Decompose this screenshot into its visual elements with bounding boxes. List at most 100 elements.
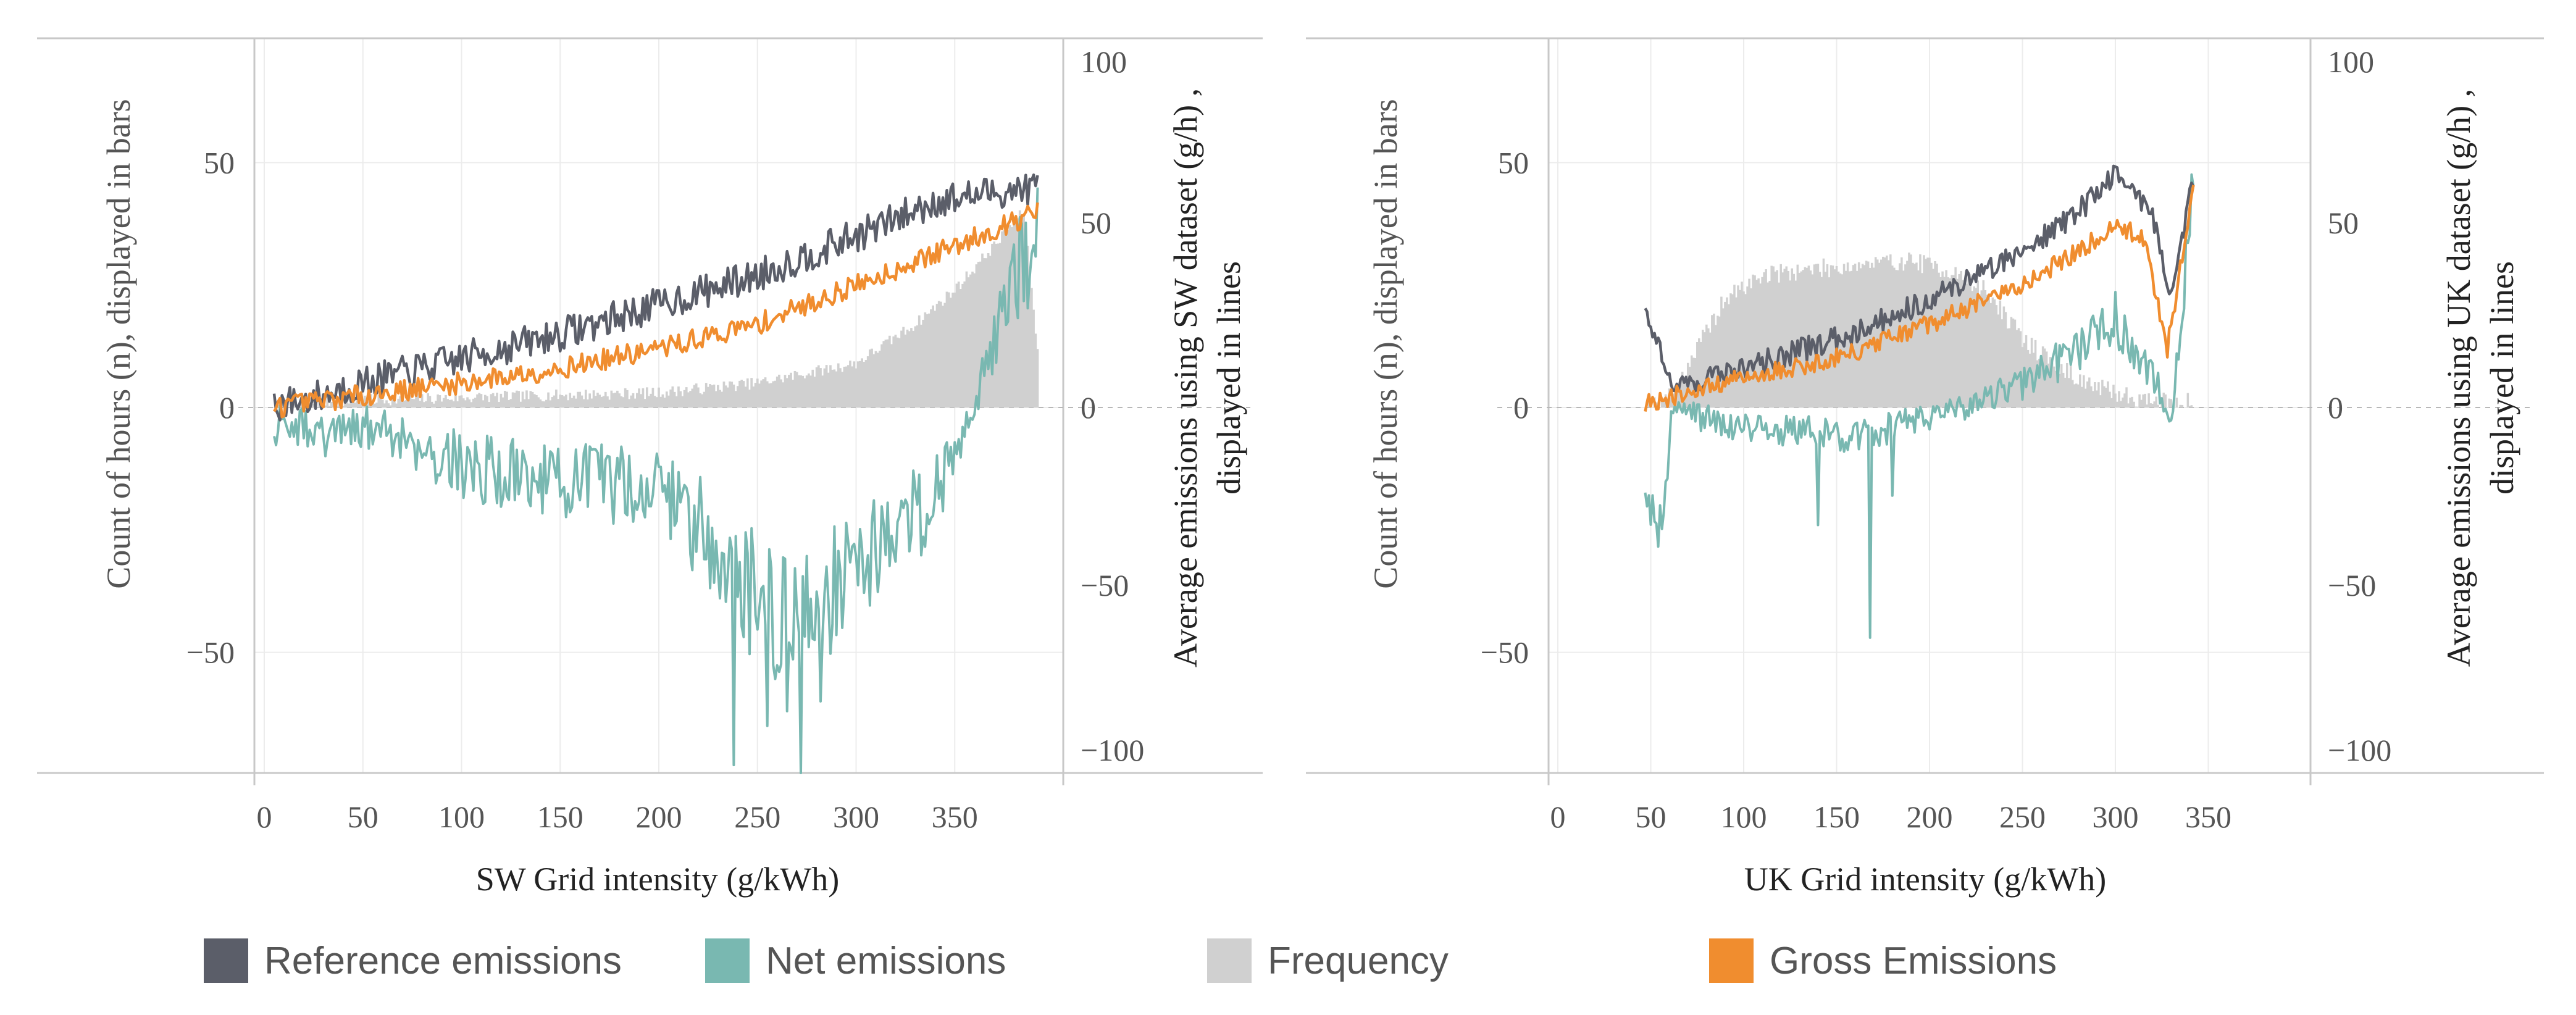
frequency-bar [942, 306, 944, 407]
legend-item-gross[interactable]: Gross Emissions [1709, 938, 2057, 983]
frequency-bar [547, 392, 550, 407]
frequency-bar [1750, 288, 1752, 407]
frequency-bar [1752, 274, 1754, 407]
frequency-bar [2049, 357, 2052, 407]
x-tick-label: 150 [537, 800, 583, 834]
frequency-bar [847, 365, 850, 407]
frequency-bar [1728, 304, 1730, 407]
frequency-bar [809, 375, 812, 407]
right-y-tick-label: −50 [1081, 568, 1129, 603]
frequency-bar [2149, 403, 2152, 407]
frequency-bar [1960, 270, 1962, 407]
frequency-bar [1748, 278, 1750, 407]
frequency-bar [2105, 387, 2107, 407]
frequency-bar [555, 389, 558, 407]
frequency-bar [1988, 296, 1991, 407]
frequency-bar [1965, 283, 1968, 407]
frequency-bar [1919, 254, 1922, 407]
frequency-bar [450, 399, 453, 407]
legend-item-net[interactable]: Net emissions [705, 938, 1006, 983]
frequency-bar [460, 395, 463, 407]
frequency-bar [736, 386, 739, 407]
left-y-tick-label: −50 [186, 635, 235, 670]
frequency-bar [790, 372, 792, 407]
right-y-axis-title-line1: Average emissions using SW dataset (g/h)… [1167, 88, 1204, 667]
frequency-bar [356, 400, 358, 407]
frequency-bar [1705, 324, 1708, 407]
frequency-bar [922, 319, 924, 407]
frequency-bar [953, 292, 956, 407]
frequency-bar [2120, 401, 2122, 407]
frequency-bar [827, 372, 830, 407]
frequency-bar [2038, 359, 2041, 407]
frequency-bar [1018, 210, 1021, 407]
frequency-bar [758, 383, 761, 407]
frequency-bar [2179, 404, 2182, 407]
frequency-bar [955, 283, 958, 407]
frequency-bar [330, 402, 333, 407]
frequency-bar [2081, 386, 2083, 407]
frequency-bar [701, 394, 704, 407]
frequency-bar [417, 393, 420, 407]
frequency-bar [1772, 266, 1775, 407]
frequency-bar [969, 274, 972, 407]
frequency-bar [1779, 264, 1782, 407]
frequency-bar [2153, 401, 2156, 407]
frequency-bar [1952, 275, 1955, 407]
frequency-bar [930, 309, 932, 407]
frequency-bar [399, 396, 402, 407]
frequency-bar [1737, 285, 1739, 407]
frequency-bar [458, 395, 461, 407]
frequency-bar [1878, 262, 1881, 407]
frequency-bar [1757, 278, 1760, 407]
frequency-bar [663, 398, 666, 407]
frequency-bar [483, 395, 487, 407]
right-y-tick-label: 100 [1081, 44, 1127, 79]
frequency-bar [579, 391, 582, 407]
frequency-bar [1677, 390, 1680, 407]
frequency-bar [2146, 404, 2148, 407]
x-tick-label: 200 [1907, 800, 1953, 834]
frequency-bar [2142, 394, 2144, 407]
legend-item-reference[interactable]: Reference emissions [204, 938, 622, 983]
frequency-bar [1939, 277, 1942, 407]
frequency-bar [1976, 280, 1980, 407]
frequency-bar [685, 387, 688, 407]
frequency-bar [533, 394, 536, 407]
frequency-bar [770, 383, 772, 407]
right-y-tick-label: −50 [2328, 568, 2376, 603]
frequency-bar [2051, 362, 2054, 407]
frequency-bar [1842, 264, 1846, 407]
frequency-bar [1956, 278, 1959, 407]
frequency-bar [2110, 398, 2113, 407]
legend-item-frequency[interactable]: Frequency [1207, 938, 1449, 983]
frequency-bar [665, 391, 668, 407]
frequency-bar [513, 393, 516, 407]
frequency-bar [2170, 399, 2173, 407]
frequency-bar [2092, 391, 2094, 407]
frequency-bar [2058, 374, 2061, 407]
frequency-bar [801, 375, 805, 407]
frequency-bar [490, 394, 493, 407]
frequency-bar [819, 368, 822, 407]
frequency-bar [341, 406, 345, 407]
frequency-bar [389, 405, 392, 407]
frequency-bar [1787, 270, 1790, 407]
frequency-bar [397, 398, 400, 407]
frequency-bar [577, 391, 579, 407]
frequency-bar [2114, 393, 2117, 407]
frequency-bar [1794, 280, 1797, 407]
frequency-bar [714, 391, 717, 407]
frequency-bar [1729, 293, 1732, 407]
frequency-bar [1912, 262, 1914, 407]
frequency-bar [561, 395, 564, 407]
frequency-bar [2006, 328, 2009, 407]
frequency-bar [1031, 288, 1033, 407]
frequency-bar [1028, 274, 1031, 407]
frequency-bar [580, 395, 583, 407]
frequency-bar [697, 387, 700, 407]
frequency-bar [511, 392, 514, 407]
frequency-bar [874, 351, 877, 407]
frequency-bar [425, 401, 427, 407]
frequency-bar [438, 395, 441, 407]
